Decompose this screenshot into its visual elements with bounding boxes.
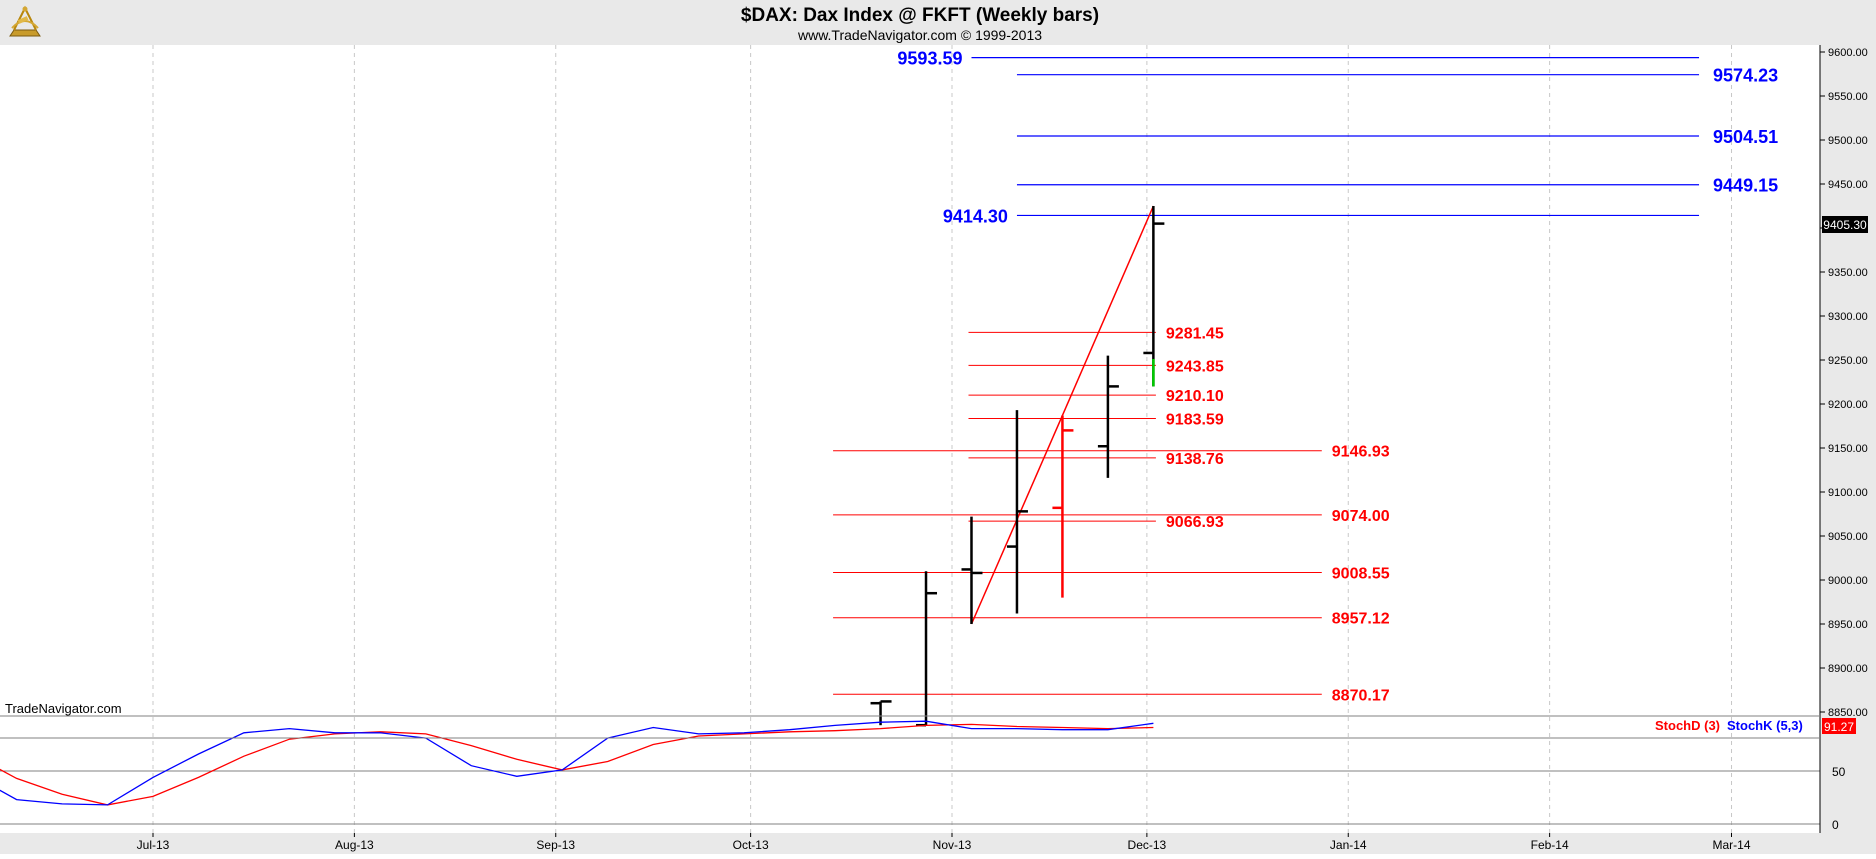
ohlc-bar bbox=[1143, 206, 1165, 387]
stoch-tick-label: 50 bbox=[1832, 765, 1846, 779]
ohlc-bar bbox=[870, 700, 892, 726]
stochastic-panel bbox=[0, 720, 1154, 806]
stoch-k-line bbox=[0, 720, 1154, 806]
projection-level-label: 9574.23 bbox=[1713, 66, 1778, 86]
x-tick-label: Jul-13 bbox=[137, 838, 170, 852]
retracement-level-label: 9243.85 bbox=[1166, 358, 1224, 375]
y-tick-label: 9600.00 bbox=[1828, 47, 1868, 59]
trade-navigator-sextant-icon bbox=[9, 5, 41, 37]
watermark: TradeNavigator.com bbox=[5, 701, 122, 716]
retracement-level-label: 9066.93 bbox=[1166, 514, 1224, 531]
retracement-level-label: 9281.45 bbox=[1166, 325, 1224, 342]
last-stoch-badge bbox=[1822, 718, 1856, 734]
projection-level-label: 9593.59 bbox=[897, 49, 962, 69]
retracement-level-label: 9138.76 bbox=[1166, 451, 1224, 468]
y-tick-label: 9050.00 bbox=[1828, 531, 1868, 543]
y-tick-label: 8850.00 bbox=[1828, 707, 1868, 719]
y-tick-label: 9200.00 bbox=[1828, 399, 1868, 411]
y-tick-label: 9150.00 bbox=[1828, 443, 1868, 455]
x-tick-label: Nov-13 bbox=[933, 838, 972, 852]
y-tick-label: 9100.00 bbox=[1828, 487, 1868, 499]
ohlc-bar bbox=[1052, 415, 1074, 598]
last-stoch-value: 91.27 bbox=[1824, 720, 1854, 734]
x-tick-label: Feb-14 bbox=[1531, 838, 1569, 852]
stoch-tick-label: 0 bbox=[1832, 818, 1839, 832]
retracement-level-label: 8870.17 bbox=[1332, 687, 1390, 704]
retracement-level-label: 9146.93 bbox=[1332, 444, 1390, 461]
projection-level-label: 9449.15 bbox=[1713, 176, 1778, 196]
x-tick-label: Oct-13 bbox=[733, 838, 769, 852]
level-layer: 9593.59 9574.23 9504.51 9449.15 9414.30 9281.… bbox=[833, 49, 1778, 704]
stoch-k-legend: StochK (5,3) bbox=[1727, 718, 1803, 733]
x-tick-label: Jan-14 bbox=[1330, 838, 1367, 852]
y-tick-label: 9500.00 bbox=[1828, 135, 1868, 147]
chart-subtitle: www.TradeNavigator.com © 1999-2013 bbox=[797, 27, 1042, 43]
ohlc-bar bbox=[916, 571, 938, 727]
x-tick-label: Sep-13 bbox=[536, 838, 575, 852]
ohlc-bar bbox=[961, 516, 983, 624]
retracement-level-label: 9210.10 bbox=[1166, 388, 1224, 405]
y-tick-label: 8900.00 bbox=[1828, 663, 1868, 675]
price-bars bbox=[870, 206, 1165, 727]
y-tick-label: 9000.00 bbox=[1828, 575, 1868, 587]
y-tick-label: 9550.00 bbox=[1828, 91, 1868, 103]
y-tick-label: 9350.00 bbox=[1828, 267, 1868, 279]
x-tick-label: Aug-13 bbox=[335, 838, 374, 852]
y-tick-label: 9450.00 bbox=[1828, 179, 1868, 191]
axis-layer: Jul-13 Aug-13 Sep-13 Oct-13 Nov-13 Dec-13 Jan-… bbox=[137, 45, 1868, 852]
swing-line bbox=[1061, 205, 1155, 416]
grid-layer bbox=[0, 45, 1820, 833]
ohlc-bar bbox=[1097, 355, 1119, 478]
y-tick-label: 8950.00 bbox=[1828, 619, 1868, 631]
y-tick-label: 9300.00 bbox=[1828, 311, 1868, 323]
x-tick-label: Mar-14 bbox=[1713, 838, 1751, 852]
retracement-level-label: 9008.55 bbox=[1332, 565, 1390, 582]
retracement-level-label: 9074.00 bbox=[1332, 508, 1390, 525]
projection-level-label: 9414.30 bbox=[943, 206, 1008, 226]
retracement-level-label: 9183.59 bbox=[1166, 411, 1224, 428]
last-price-badge bbox=[1822, 216, 1868, 233]
y-tick-label: 9250.00 bbox=[1828, 355, 1868, 367]
x-tick-label: Dec-13 bbox=[1128, 838, 1167, 852]
stoch-d-legend: StochD (3) bbox=[1655, 718, 1720, 733]
projection-level-label: 9504.51 bbox=[1713, 127, 1778, 147]
ohlc-bar bbox=[1006, 410, 1028, 614]
chart-title: $DAX: Dax Index @ FKFT (Weekly bars) bbox=[741, 5, 1099, 26]
retracement-level-label: 8957.12 bbox=[1332, 611, 1390, 628]
stoch-d-line bbox=[0, 723, 1154, 806]
bottom-axis-background bbox=[0, 833, 1876, 854]
header-background bbox=[0, 0, 1876, 45]
last-price-value: 9405.30 bbox=[1823, 218, 1867, 232]
